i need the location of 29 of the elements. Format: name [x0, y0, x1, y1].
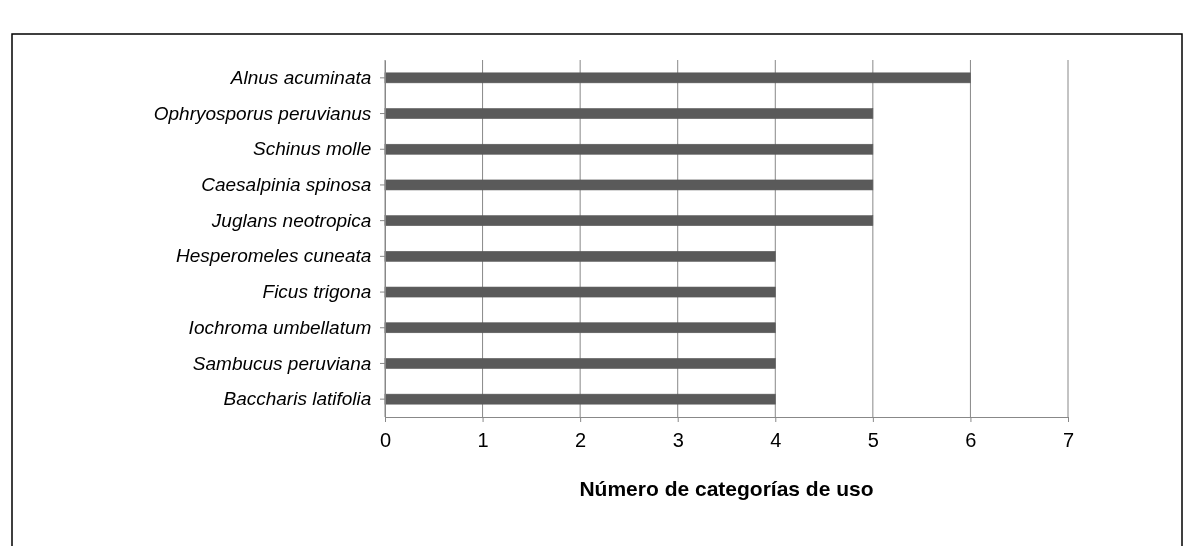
bar — [384, 358, 776, 369]
x-tick-label: 3 — [672, 429, 684, 451]
bar — [384, 393, 776, 405]
bar — [384, 215, 874, 226]
x-tick-label: 6 — [965, 429, 977, 451]
x-axis-title: Número de categorías de uso — [579, 477, 874, 500]
y-tick-label: Sambucus peruviana — [192, 352, 372, 374]
y-tick-label: Schinus molle — [253, 138, 372, 160]
y-tick-label: Ficus trigona — [262, 281, 372, 303]
y-tick-label: Alnus acuminata — [229, 66, 372, 88]
bar — [384, 108, 874, 119]
x-tick-label: 0 — [379, 429, 392, 451]
x-tick-label: 1 — [477, 429, 489, 451]
bar — [384, 72, 971, 84]
bar — [384, 143, 874, 155]
bar — [384, 179, 874, 191]
bar — [384, 251, 776, 262]
y-tick-label: Iochroma umbellatum — [188, 316, 372, 338]
x-tick-label: 4 — [770, 429, 782, 451]
x-tick-label: 7 — [1062, 429, 1075, 451]
x-tick-label: 2 — [575, 429, 587, 451]
y-tick-label: Baccharis latifolia — [223, 388, 372, 410]
bar — [384, 286, 776, 298]
x-tick-label: 5 — [867, 429, 879, 451]
bar — [384, 322, 776, 334]
y-tick-label: Juglans neotropica — [210, 209, 372, 231]
y-tick-label: Caesalpinia spinosa — [201, 174, 372, 196]
y-tick-label: Ophryosporus peruvianus — [153, 102, 372, 124]
y-tick-label: Hesperomeles cuneata — [175, 245, 372, 267]
